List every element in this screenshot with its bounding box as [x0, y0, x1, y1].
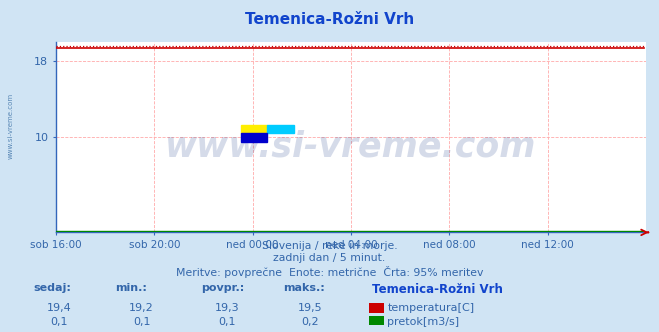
Text: www.si-vreme.com: www.si-vreme.com [8, 93, 14, 159]
Text: Meritve: povprečne  Enote: metrične  Črta: 95% meritev: Meritve: povprečne Enote: metrične Črta:… [176, 266, 483, 278]
Text: 0,1: 0,1 [51, 317, 68, 327]
Text: Temenica-Rožni Vrh: Temenica-Rožni Vrh [372, 283, 503, 296]
Text: Temenica-Rožni Vrh: Temenica-Rožni Vrh [245, 12, 414, 27]
Text: 0,1: 0,1 [219, 317, 236, 327]
Text: 19,4: 19,4 [47, 303, 72, 313]
Text: pretok[m3/s]: pretok[m3/s] [387, 317, 459, 327]
Text: 0,2: 0,2 [301, 317, 318, 327]
Bar [241, 124, 267, 133]
Text: www.si-vreme.com: www.si-vreme.com [165, 129, 536, 163]
Text: 19,2: 19,2 [129, 303, 154, 313]
Text: 19,5: 19,5 [297, 303, 322, 313]
Text: min.:: min.: [115, 283, 147, 293]
Text: sedaj:: sedaj: [33, 283, 71, 293]
Text: maks.:: maks.: [283, 283, 325, 293]
Bar [267, 124, 294, 133]
Text: 0,1: 0,1 [133, 317, 150, 327]
Text: Slovenija / reke in morje.: Slovenija / reke in morje. [262, 241, 397, 251]
Bar [241, 133, 267, 142]
Text: temperatura[C]: temperatura[C] [387, 303, 474, 313]
Text: povpr.:: povpr.: [201, 283, 244, 293]
Text: zadnji dan / 5 minut.: zadnji dan / 5 minut. [273, 253, 386, 263]
Text: 19,3: 19,3 [215, 303, 240, 313]
